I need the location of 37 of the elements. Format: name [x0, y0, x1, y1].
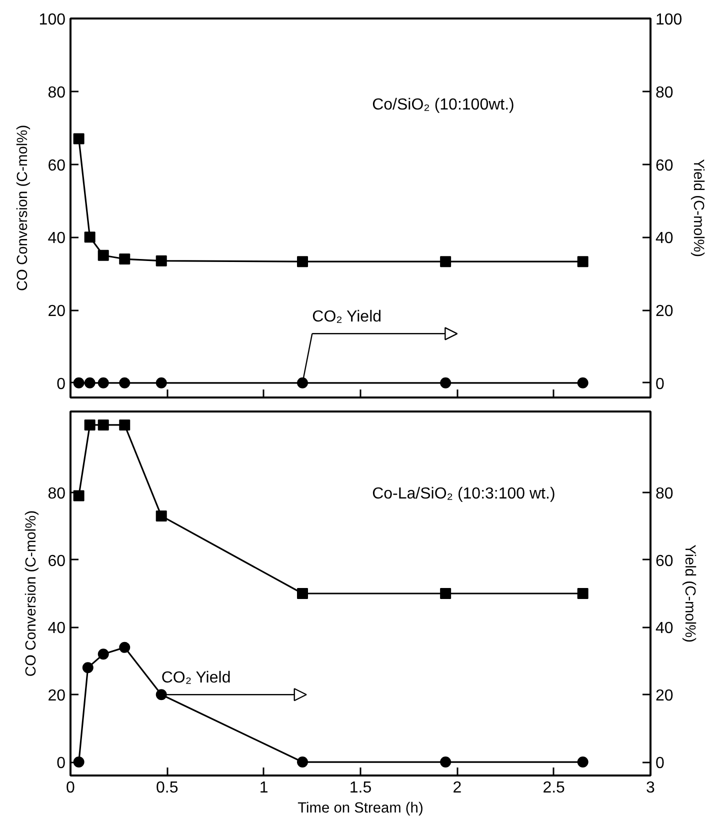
y-tick-label: 0: [56, 376, 66, 393]
y2-tick-label: 60: [656, 552, 674, 570]
y2-tick-label: 60: [656, 157, 674, 174]
y2-tick-label: 20: [656, 688, 674, 705]
y-tick-label: 60: [48, 552, 66, 570]
x-tick-label: 2: [452, 780, 462, 796]
y2-tick-label: 0: [656, 755, 664, 772]
y2-tick-label: 80: [656, 485, 674, 502]
y-tick-label: 100: [38, 12, 66, 28]
y2-tick-label: 80: [656, 84, 674, 102]
y2-tick-label: 40: [656, 620, 674, 638]
y2-tick-label: 40: [656, 230, 674, 248]
y-tick-label: 40: [48, 230, 66, 248]
y2-tick-label: 20: [656, 303, 674, 320]
y-tick-label: 60: [48, 157, 66, 174]
y2-axis-title: Yield (C-mol%): [681, 544, 698, 643]
x-tick-label: 3: [646, 780, 656, 796]
x-tick-label: 2.5: [542, 780, 566, 796]
x-tick-label: 0.5: [156, 780, 178, 796]
y-tick-label: 80: [48, 84, 66, 102]
x-tick-label: 1.5: [349, 780, 372, 796]
y-axis-title: CO Conversion (C-mol%): [14, 124, 31, 292]
annotation: Co/SiO₂ (10:100wt.): [372, 96, 514, 114]
y2-tick-label: 100: [656, 12, 682, 28]
annotation: CO₂ Yield: [312, 308, 382, 326]
x-tick-label: 1: [259, 780, 268, 796]
x-axis-title: Time on Stream (h): [298, 800, 424, 816]
annotation: Co-La/SiO₂ (10:3:100 wt.): [372, 486, 556, 502]
y2-axis-title: Yield (C-mol%): [690, 159, 706, 258]
y-tick-label: 20: [48, 688, 66, 705]
annotation: CO₂ Yield: [161, 670, 231, 687]
y-tick-label: 80: [48, 485, 66, 502]
y-tick-label: 0: [56, 755, 66, 772]
y-tick-label: 20: [48, 303, 66, 320]
y-tick-label: 40: [48, 620, 66, 638]
y-axis-title: CO Conversion (C-mol%): [24, 510, 40, 677]
y2-tick-label: 0: [656, 376, 664, 393]
